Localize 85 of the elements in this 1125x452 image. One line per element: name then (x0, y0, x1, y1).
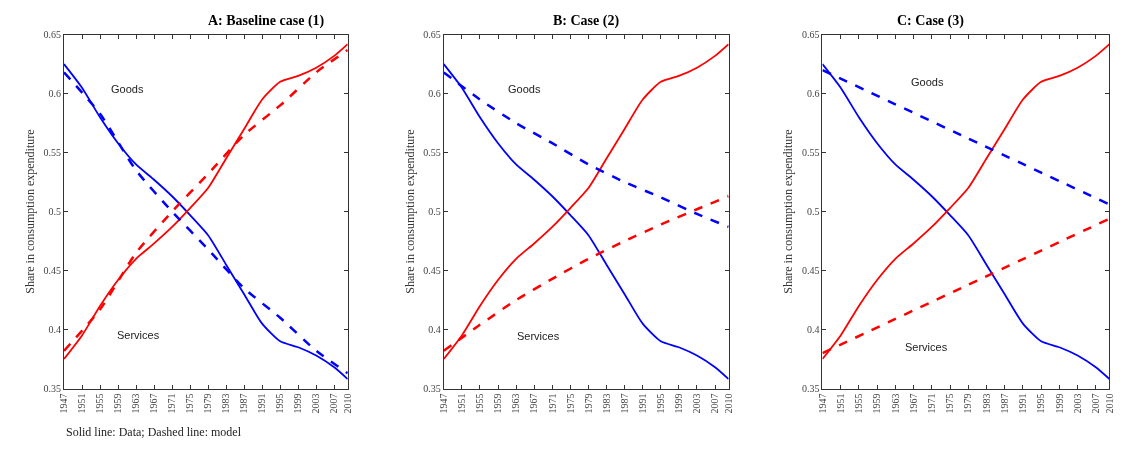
chart-title: B: Case (2) (553, 13, 620, 29)
x-tick-label: 2010 (341, 393, 353, 414)
y-tick-label: 0.65 (423, 29, 441, 41)
y-tick-label: 0.35 (801, 383, 820, 395)
text: Solid line: Data; Dashed line: model (66, 425, 242, 439)
x-tick-label: 2007 (709, 393, 721, 414)
chart-title: A: Baseline case (1) (208, 13, 325, 29)
y-tick-label: 0.55 (43, 147, 61, 159)
y-tick-label: 0.65 (43, 29, 61, 41)
y-tick-label: 0.45 (801, 265, 820, 277)
x-tick-label: 1983 (220, 393, 232, 414)
x-tick-label: 1983 (600, 393, 612, 414)
x-tick-label: 1955 (853, 393, 865, 414)
y-tick-label: 0.4 (48, 324, 61, 336)
x-tick-label: 1971 (926, 393, 938, 414)
x-tick-label: 1951 (76, 393, 88, 414)
x-tick-label: 1959 (112, 393, 124, 414)
y-tick-label: 0.35 (43, 383, 61, 395)
x-tick-label: 1971 (166, 393, 178, 414)
x-tick-label: 1979 (962, 393, 974, 414)
x-tick-label: 1991 (256, 393, 268, 414)
annotation: Goods (911, 76, 944, 88)
x-tick-label: 1975 (184, 393, 196, 414)
x-tick-label: 1999 (673, 393, 685, 414)
x-tick-label: 1963 (130, 393, 142, 414)
x-tick-label: 1955 (94, 393, 106, 414)
x-tick-label: 1951 (456, 393, 468, 414)
x-tick-label: 1987 (618, 393, 630, 414)
x-tick-label: 2003 (1071, 393, 1083, 414)
x-tick-label: 1999 (1053, 393, 1065, 414)
annotation: Goods (111, 83, 144, 95)
y-tick-label: 0.4 (806, 324, 820, 336)
x-tick-label: 1951 (834, 393, 846, 414)
y-tick-label: 0.45 (423, 265, 441, 277)
x-tick-label: 1967 (528, 393, 540, 414)
x-tick-label: 1975 (564, 393, 576, 414)
x-tick-label: 1995 (655, 393, 667, 414)
x-tick-label: 1987 (238, 393, 250, 414)
x-tick-label: 1967 (907, 393, 919, 414)
x-tick-label: 1947 (816, 393, 828, 414)
y-tick-label: 0.65 (801, 29, 820, 41)
x-tick-label: 2007 (328, 393, 340, 414)
x-tick-label: 2003 (691, 393, 703, 414)
x-tick-label: 1959 (871, 393, 883, 414)
y-tick-label: 0.35 (423, 383, 441, 395)
y-tick-label: 0.55 (801, 147, 820, 159)
x-tick-label: 2010 (1103, 393, 1115, 414)
x-tick-label: 1987 (998, 393, 1010, 414)
x-tick-label: 2007 (1090, 393, 1102, 414)
x-tick-label: 1947 (58, 393, 70, 414)
y-tick-label: 0.4 (428, 324, 441, 336)
x-tick-label: 1959 (492, 393, 504, 414)
chart-title: C: Case (3) (897, 13, 965, 29)
x-tick-label: 1979 (582, 393, 594, 414)
x-tick-label: 1983 (980, 393, 992, 414)
annotation: Goods (508, 83, 541, 95)
x-tick-label: 1963 (510, 393, 522, 414)
x-tick-label: 1991 (1017, 393, 1029, 414)
x-tick-label: 1971 (546, 393, 558, 414)
y-tick-label: 0.55 (423, 147, 441, 159)
x-tick-label: 1955 (474, 393, 486, 414)
x-tick-label: 2003 (310, 393, 322, 414)
y-tick-label: 0.5 (806, 206, 820, 218)
y-tick-label: 0.6 (428, 88, 441, 100)
x-tick-label: 1967 (148, 393, 160, 414)
x-tick-label: 1995 (1035, 393, 1047, 414)
x-tick-label: 1947 (438, 393, 450, 414)
x-tick-label: 1975 (944, 393, 956, 414)
annotation: Services (517, 330, 560, 342)
x-tick-label: 1995 (274, 393, 286, 414)
x-tick-label: 2010 (722, 393, 734, 414)
x-tick-label: 1979 (202, 393, 214, 414)
y-tick-label: 0.5 (428, 206, 441, 218)
y-tick-label: 0.6 (48, 88, 61, 100)
x-tick-label: 1963 (889, 393, 901, 414)
y-axis-title: Share in consumption expenditure (22, 129, 37, 294)
annotation: Services (117, 329, 160, 341)
y-tick-label: 0.6 (806, 88, 820, 100)
y-tick-label: 0.45 (43, 265, 61, 277)
y-tick-label: 0.5 (48, 206, 61, 218)
y-axis-title: Share in consumption expenditure (781, 129, 796, 294)
annotation: Services (905, 341, 948, 353)
x-tick-label: 1991 (636, 393, 648, 414)
y-axis-title: Share in consumption expenditure (402, 129, 417, 294)
x-tick-label: 1999 (292, 393, 304, 414)
